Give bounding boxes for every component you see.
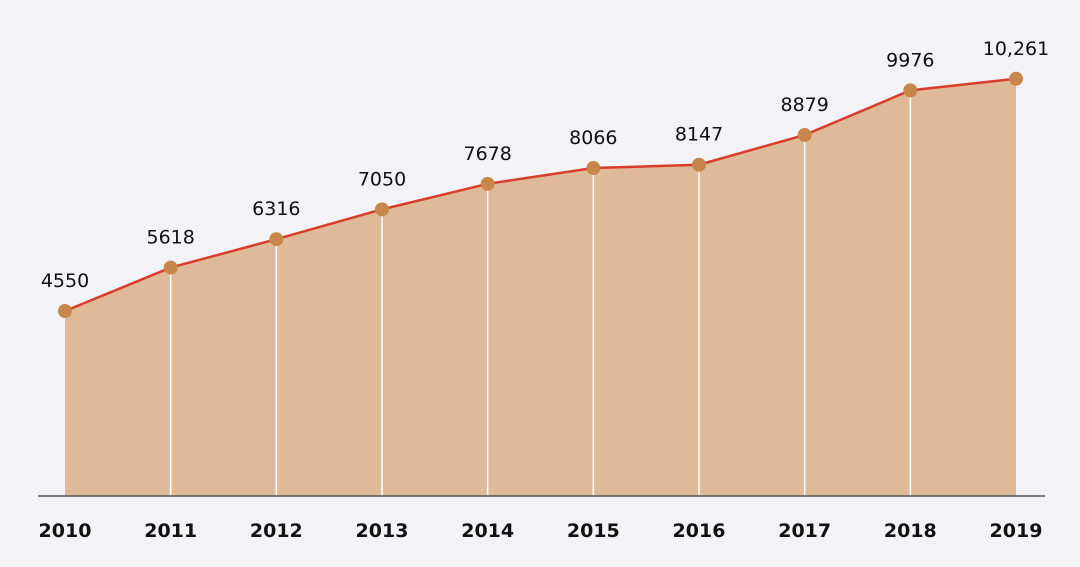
data-label-2011: 5618 xyxy=(146,227,194,249)
x-tick-label-2018: 2018 xyxy=(884,520,937,542)
data-label-2013: 7050 xyxy=(358,168,406,190)
x-tick-label-2011: 2011 xyxy=(144,520,197,542)
x-tick-label-2016: 2016 xyxy=(673,520,726,542)
data-point-2012 xyxy=(269,232,284,247)
data-point-2010 xyxy=(58,304,72,318)
data-label-2016: 8147 xyxy=(675,124,723,146)
x-tick-label-2019: 2019 xyxy=(990,520,1043,542)
data-labels: 4550 5618 6316 7050 7678 8066 8147 8879 9976 10,2… xyxy=(41,38,1049,292)
data-point-2019 xyxy=(1009,71,1023,86)
x-tick-label-2012: 2012 xyxy=(250,520,303,542)
data-label-2010: 4550 xyxy=(41,270,89,292)
data-label-2018: 9976 xyxy=(886,49,934,71)
data-point-2015 xyxy=(586,161,601,176)
x-tick-label-2010: 2010 xyxy=(39,520,92,542)
data-point-2016 xyxy=(692,157,706,172)
data-label-2014: 7678 xyxy=(463,143,511,165)
data-markers xyxy=(58,71,1023,318)
x-tick-label-2013: 2013 xyxy=(356,520,409,542)
data-label-2012: 6316 xyxy=(252,198,300,220)
x-tick-label-2015: 2015 xyxy=(567,520,620,542)
area-fill xyxy=(65,78,1016,497)
data-point-2017 xyxy=(797,127,812,142)
series-line xyxy=(64,77,1017,313)
vertical-dividers xyxy=(169,90,912,496)
data-point-2013 xyxy=(375,202,389,217)
x-tick-labels: 2010 2011 2012 2013 2014 2015 2016 2017 2018 2019 xyxy=(39,520,1043,542)
data-label-2017: 8879 xyxy=(780,94,828,116)
x-tick-label-2017: 2017 xyxy=(778,520,831,542)
data-label-2019: 10,261 xyxy=(983,38,1049,60)
data-label-2015: 8066 xyxy=(569,127,617,149)
x-tick-label-2014: 2014 xyxy=(461,520,514,542)
data-point-2018 xyxy=(903,83,918,98)
data-point-2014 xyxy=(480,176,495,191)
data-point-2011 xyxy=(163,260,178,275)
